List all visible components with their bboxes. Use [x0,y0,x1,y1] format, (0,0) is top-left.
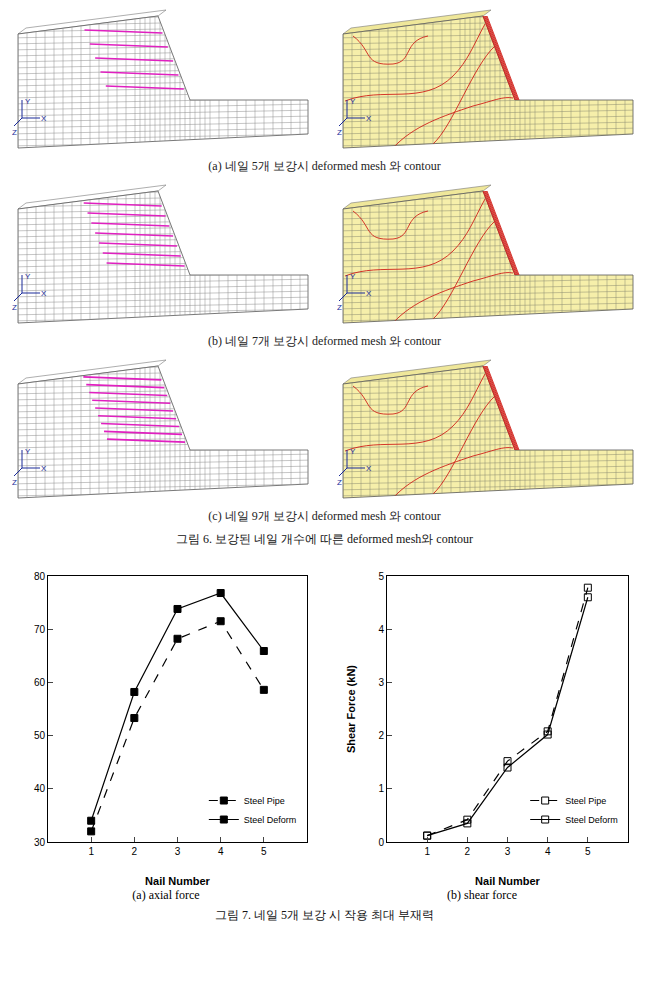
svg-text:1: 1 [424,846,430,857]
svg-text:Z: Z [337,303,342,312]
svg-text:X: X [41,289,47,298]
svg-text:5: 5 [585,846,591,857]
svg-text:X: X [366,114,372,123]
svg-text:Y: Y [25,447,31,456]
svg-text:4: 4 [218,846,224,857]
svg-text:1: 1 [378,783,384,794]
svg-text:Z: Z [12,303,17,312]
svg-text:70: 70 [34,624,46,635]
svg-text:Z: Z [12,478,17,487]
svg-text:80: 80 [34,571,46,582]
svg-text:X: X [41,114,47,123]
html-text:그림 6. 보강된 네일 개수에 따른 deformed m: 그림 6. 보강된 네일 개수에 따른 deformed mesh와 conto… [176,532,473,546]
svg-text:30: 30 [34,837,46,848]
svg-text:60: 60 [34,677,46,688]
svg-text:0: 0 [378,837,384,848]
svg-text:X: X [41,464,47,473]
svg-text:Nail Number: Nail Number [145,875,211,887]
svg-text:1: 1 [88,846,94,857]
html-text:(a) 네일 5개 보강시 deformed mesh 와: (a) 네일 5개 보강시 deformed mesh 와 contour [208,159,441,173]
svg-text:Y: Y [25,97,31,106]
svg-text:Y: Y [350,447,356,456]
svg-text:4: 4 [378,624,384,635]
svg-text:3: 3 [505,846,511,857]
html-text:(a) axial force: (a) axial force [132,888,200,902]
svg-text:Steel Pipe: Steel Pipe [565,796,606,806]
svg-text:40: 40 [34,783,46,794]
svg-text:Nail Number: Nail Number [475,875,541,887]
svg-text:Y: Y [350,272,356,281]
svg-text:2: 2 [465,846,471,857]
html-text:(b) 네일 7개 보강시 deformed mesh 와: (b) 네일 7개 보강시 deformed mesh 와 contour [208,334,441,348]
svg-text:2: 2 [378,730,384,741]
svg-text:Z: Z [337,128,342,137]
svg-text:4: 4 [545,846,551,857]
svg-text:Steel Pipe: Steel Pipe [244,796,285,806]
svg-text:X: X [366,464,372,473]
svg-text:Y: Y [350,97,356,106]
svg-text:50: 50 [34,730,46,741]
svg-text:2: 2 [132,846,138,857]
svg-text:Steel Deform: Steel Deform [565,815,618,825]
svg-text:Z: Z [12,128,17,137]
svg-text:5: 5 [261,846,267,857]
svg-text:3: 3 [378,677,384,688]
svg-text:Steel Deform: Steel Deform [244,815,297,825]
svg-text:Z: Z [337,478,342,487]
html-text:그림 7. 네일 5개 보강 시 작용 최대 부재력: 그림 7. 네일 5개 보강 시 작용 최대 부재력 [215,908,434,922]
svg-text:X: X [366,289,372,298]
svg-text:Y: Y [25,272,31,281]
svg-text:5: 5 [378,571,384,582]
html-text:(b) shear force: (b) shear force [447,888,517,902]
svg-text:3: 3 [175,846,181,857]
html-text:(c) 네일 9개 보강시 deformed mesh 와: (c) 네일 9개 보강시 deformed mesh 와 contour [208,509,441,523]
svg-text:Shear Force (kN): Shear Force (kN) [345,665,357,753]
